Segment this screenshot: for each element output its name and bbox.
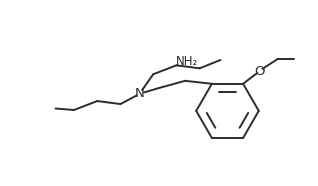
Text: NH₂: NH₂ [176,55,198,68]
Text: N: N [135,87,145,100]
Text: O: O [254,65,265,78]
